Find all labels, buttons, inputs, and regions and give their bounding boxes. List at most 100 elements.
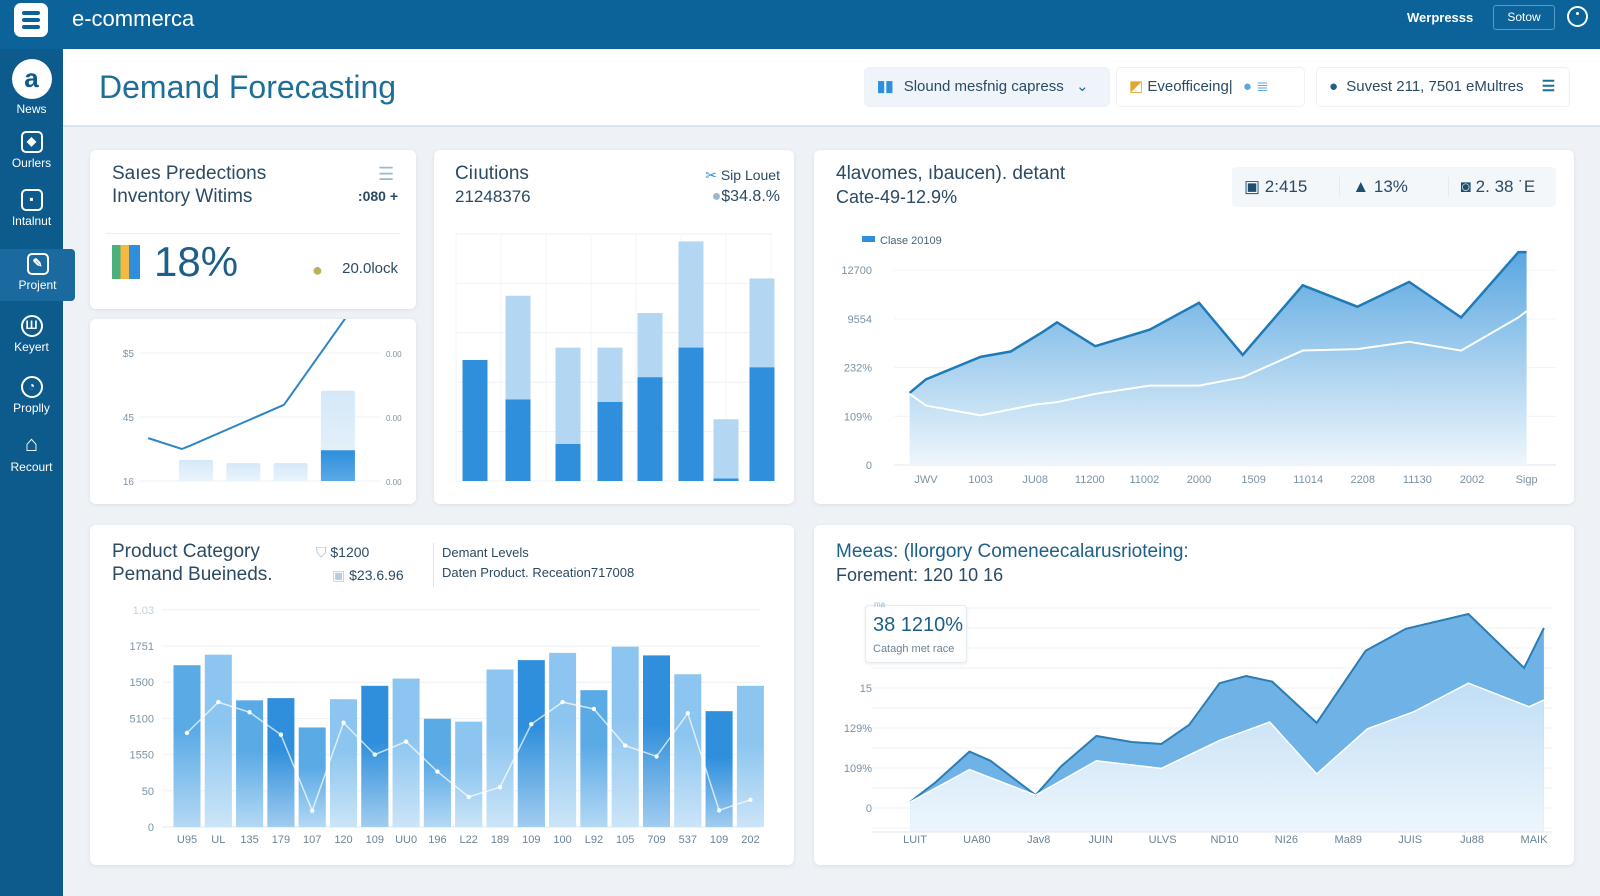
sidebar-item-keyert[interactable]: Ш Keyert (0, 311, 63, 367)
x-tick-label: 202 (741, 834, 759, 846)
y-tick-label: 0 (866, 460, 872, 472)
x-tick-label: 11014 (1293, 474, 1323, 486)
x-tick-label: Ma89 (1335, 834, 1363, 846)
tooltip: ma 38 1210% Catagh met race (865, 600, 967, 663)
x-tick-label: 709 (647, 834, 665, 846)
line-point (529, 721, 534, 727)
summary-selector[interactable]: ● Suvest 211, 7501 eMultres ☰ (1316, 67, 1570, 107)
bar-highlight (611, 718, 639, 827)
bar-highlight (705, 757, 733, 827)
avatar: ● (1329, 78, 1339, 95)
chat-icon: ◆ (20, 131, 43, 153)
sidebar-item-ourlers[interactable]: ◆ Ourlers (0, 127, 63, 183)
series-line-secondary (909, 682, 1545, 803)
coin-icon: ● (711, 188, 722, 205)
x-tick-label: 2208 (1351, 474, 1375, 486)
x-tick-label: JWV (914, 474, 938, 486)
y-tick-label: 129% (844, 723, 872, 735)
sidebar-item-projent[interactable]: ✎ Projent (0, 249, 75, 301)
sidebar-label: Recourt (10, 460, 53, 474)
filter-dropdown[interactable]: ▮▮ Slound mesfnig capress ⌄ (864, 67, 1110, 107)
side-value: 20.0lock (342, 260, 398, 277)
card-title: Saıes Predections (112, 163, 267, 184)
bar-highlight (549, 722, 577, 827)
bar-highlight (643, 724, 670, 827)
bar-dark (320, 450, 355, 481)
card-title: Meeas: (llorgory Comeneecalarusrioteing: (836, 541, 1189, 562)
extra-value: :080 + (357, 188, 398, 204)
series-line-primary (909, 612, 1545, 803)
document-logo-icon[interactable] (14, 3, 48, 37)
x-tick-label: 2002 (1460, 474, 1484, 486)
x-tick-label: UA80 (963, 834, 991, 846)
x-tick-label: 1003 (968, 474, 992, 486)
card-title: Product Category (112, 541, 260, 562)
legend-swatch (862, 236, 875, 242)
y-tick-label: 1.03 (133, 605, 154, 617)
line-point (591, 706, 597, 712)
x-tick-label: 120 (334, 834, 352, 846)
blob-icon: ● (312, 260, 323, 280)
bar-lower (637, 377, 663, 481)
citations-chart (455, 233, 775, 482)
sidebar-item-recourt[interactable]: ⌂ Recourt (0, 431, 63, 487)
series-line-primary (908, 250, 1527, 394)
menu-icon[interactable]: ☰ (1541, 78, 1556, 95)
sidebar-item-intalnut[interactable]: ▪ Intalnut (0, 185, 63, 241)
menu-icon[interactable]: ☰ (378, 164, 395, 184)
sidebar: a News ◆ Ourlers ▪ Intalnut ✎ Projent Ш Keyer… (0, 49, 75, 896)
page-header: Demand Forecasting ▮▮ Slound mesfnig cap… (63, 49, 1600, 127)
card-title: 4lavomes, ıbaucen). detant (836, 163, 1066, 184)
x-tick-label: 109 (522, 834, 540, 846)
user-name[interactable]: Werpresss (1407, 10, 1474, 25)
legend-label: Clase 20109 (880, 235, 942, 247)
line-point (466, 794, 471, 800)
info-label: Daten Product. Receation717008 (442, 565, 635, 580)
y-tick-label: 9554 (848, 314, 872, 326)
bar-lower (505, 399, 531, 481)
bar-highlight (204, 723, 232, 827)
x-tick-label: 189 (491, 834, 509, 846)
line-point (372, 752, 377, 757)
x-tick-label: 109 (710, 834, 728, 846)
bar-highlight (580, 744, 608, 827)
price-value: $23.6.96 (349, 567, 404, 583)
volume-card: 4lavomes, ıbaucen). detant Cate-49-12.9%… (814, 150, 1574, 504)
y-tick-label: 50 (142, 786, 154, 798)
x-tick-label: 2000 (1187, 474, 1211, 486)
info-label: Demant Levels (442, 545, 529, 560)
line-point (247, 710, 252, 715)
stat-value: 2:415 (1264, 177, 1308, 196)
x-tick-label: 11130 (1403, 474, 1432, 486)
topbar-button[interactable]: Sotow (1493, 5, 1555, 30)
sidebar-item-news[interactable]: a News (0, 59, 63, 116)
bar-highlight (298, 767, 326, 827)
calendar-icon: ▪ (20, 189, 43, 211)
y-tick-label: 16 (123, 477, 135, 488)
volume-chart: 0 109% 232% 9554 12700 JWV 1003 JU08 11200 11002 2… (841, 235, 1556, 486)
sidebar-label: Proplly (13, 401, 50, 415)
sidebar-item-proplly[interactable]: ◔ Proplly (0, 372, 63, 428)
y-tick-label: $5 (123, 349, 135, 360)
bar-lower (462, 359, 488, 481)
y-tick-label: 1550 (130, 750, 154, 762)
forecast-selector[interactable]: ◩ Eveofficeing| ● ≣ (1116, 67, 1305, 107)
gauge-icon: ◔ (20, 376, 43, 398)
line-point (654, 754, 659, 759)
line-point (341, 720, 346, 725)
category-card: Product Category Pemand Bueineds. ⛉ $120… (90, 525, 794, 865)
amount-value: $34.8.% (721, 188, 780, 205)
list-icon[interactable]: ≣ (1256, 78, 1269, 95)
bar-lower (678, 347, 704, 481)
info-circle-icon[interactable] (1567, 6, 1588, 27)
stats-box: ▣ 2:415 ▲ 13% ◙ 2. 38 ˙E (1232, 167, 1556, 207)
bar-highlight (236, 750, 264, 827)
card-subtitle: Inventory Witims (112, 186, 253, 207)
pin-icon[interactable]: ● (1242, 78, 1252, 95)
y-tick-label: 109% (844, 411, 872, 423)
card-subtitle: Forement: 120 10 16 (836, 565, 1004, 585)
bar (179, 459, 213, 481)
x-tick-label: 105 (616, 834, 634, 846)
shield-icon: Ш (20, 315, 43, 337)
stat-value: 2. 38 ˙E (1475, 177, 1536, 196)
